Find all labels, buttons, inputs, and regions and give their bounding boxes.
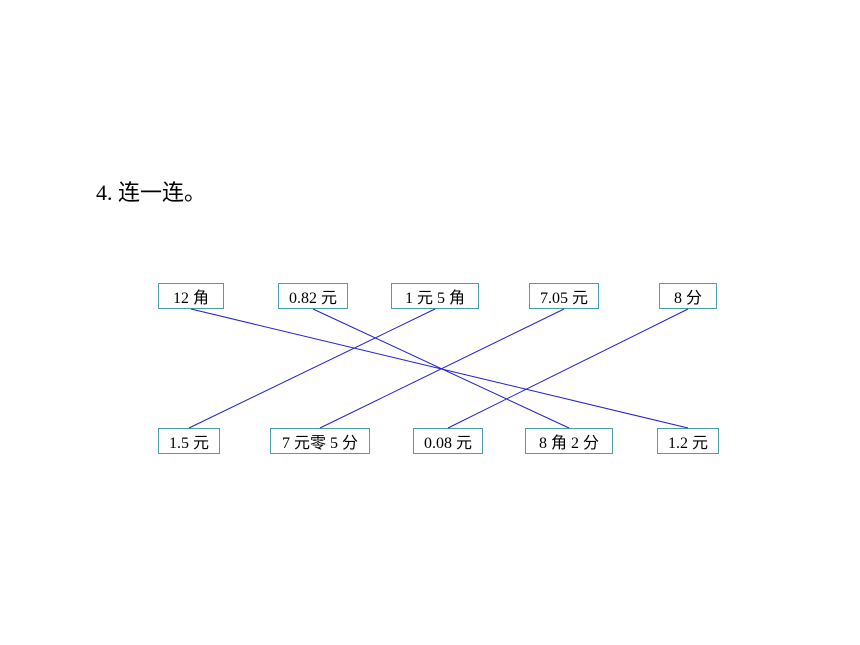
question-title: 4. 连一连。 bbox=[96, 175, 206, 207]
connection-line bbox=[313, 309, 569, 428]
top-box-t4: 7.05 元 bbox=[529, 283, 599, 309]
connection-lines-layer bbox=[0, 0, 860, 645]
top-box-t2: 0.82 元 bbox=[278, 283, 348, 309]
bottom-box-b4: 8 角 2 分 bbox=[525, 428, 613, 454]
top-box-t5: 8 分 bbox=[659, 283, 717, 309]
connection-line bbox=[189, 309, 435, 428]
top-box-t1: 12 角 bbox=[158, 283, 224, 309]
connection-line bbox=[191, 309, 688, 428]
bottom-box-b2: 7 元零 5 分 bbox=[270, 428, 370, 454]
bottom-box-b3: 0.08 元 bbox=[413, 428, 483, 454]
bottom-box-b5: 1.2 元 bbox=[657, 428, 719, 454]
top-box-t3: 1 元 5 角 bbox=[391, 283, 479, 309]
bottom-box-b1: 1.5 元 bbox=[158, 428, 220, 454]
connection-line bbox=[448, 309, 688, 428]
connection-line bbox=[320, 309, 564, 428]
